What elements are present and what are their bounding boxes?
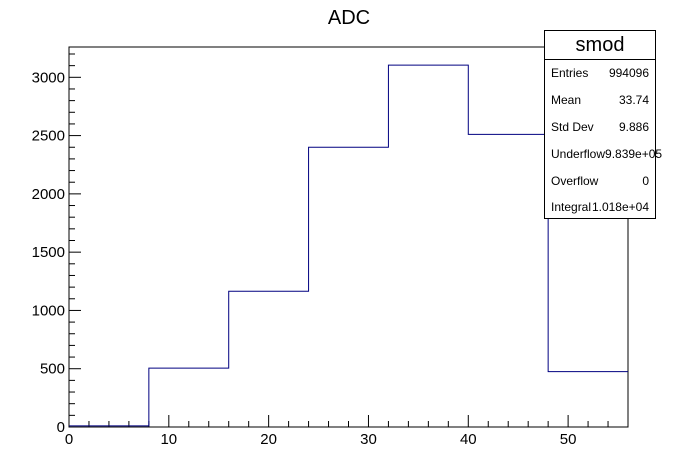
y-tick-label: 2500 bbox=[32, 128, 65, 145]
y-tick-label: 1000 bbox=[32, 302, 65, 319]
x-tick-label: 0 bbox=[65, 431, 73, 448]
stats-value: 33.74 bbox=[618, 93, 649, 108]
x-tick-label: 10 bbox=[160, 431, 177, 448]
stats-label: Overflow bbox=[551, 173, 599, 188]
y-tick-label: 2000 bbox=[32, 186, 65, 203]
stats-row-std-dev: Std Dev 9.886 bbox=[545, 114, 655, 141]
stats-value: 1.018e+04 bbox=[591, 200, 649, 215]
y-tick-label: 500 bbox=[40, 361, 65, 378]
stats-label: Mean bbox=[551, 93, 582, 108]
stats-label: Integral bbox=[551, 200, 592, 215]
y-tick-label: 1500 bbox=[32, 244, 65, 261]
stats-label: Underflow bbox=[551, 146, 606, 161]
stats-value: 9.886 bbox=[618, 119, 649, 134]
stats-label: Std Dev bbox=[551, 119, 594, 134]
x-tick-label: 20 bbox=[260, 431, 277, 448]
stats-value: 9.839e+05 bbox=[605, 146, 663, 161]
x-tick-label: 40 bbox=[460, 431, 477, 448]
stats-row-entries: Entries 994096 bbox=[545, 60, 655, 87]
stats-value: 994096 bbox=[608, 66, 649, 81]
stats-title: smod bbox=[545, 31, 655, 60]
stats-row-overflow: Overflow 0 bbox=[545, 167, 655, 194]
x-tick-label: 30 bbox=[360, 431, 377, 448]
stats-label: Entries bbox=[551, 66, 589, 81]
stats-row-underflow: Underflow 9.839e+05 bbox=[545, 140, 662, 167]
stats-row-mean: Mean 33.74 bbox=[545, 87, 655, 114]
stats-row-integral: Integral 1.018e+04 bbox=[545, 194, 655, 221]
chart-title: ADC bbox=[328, 7, 370, 29]
histogram-line bbox=[69, 64, 628, 427]
y-tick-label: 0 bbox=[57, 419, 65, 436]
stats-value: 0 bbox=[642, 173, 649, 188]
y-tick-label: 3000 bbox=[32, 69, 65, 86]
stats-box: smod Entries 994096 Mean 33.74 Std Dev 9… bbox=[544, 30, 662, 221]
x-tick-label: 50 bbox=[560, 431, 577, 448]
